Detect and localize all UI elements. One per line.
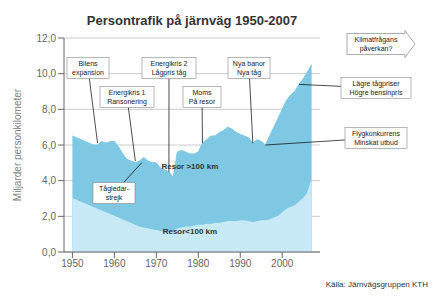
svg-text:0,0: 0,0 [42,247,56,258]
svg-text:10,0: 10,0 [37,68,57,79]
svg-text:2,0: 2,0 [42,211,56,222]
svg-text:4,0: 4,0 [42,175,56,186]
svg-text:1970: 1970 [145,258,168,269]
svg-text:Källa: Järnvägsgruppen KTH: Källa: Järnvägsgruppen KTH [326,280,429,289]
svg-text:12,0: 12,0 [37,33,57,44]
svg-text:Tågledar-strejk: Tågledar-strejk [99,185,130,202]
svg-text:MomsPå resor: MomsPå resor [189,89,216,105]
svg-text:1960: 1960 [103,258,126,269]
svg-text:Resor >100 km: Resor >100 km [162,162,219,171]
svg-text:Persontrafik på järnväg 1950-2: Persontrafik på järnväg 1950-2007 [87,13,297,28]
svg-text:2000: 2000 [271,258,294,269]
svg-text:Resor<100 km: Resor<100 km [163,227,217,236]
svg-text:Energikris 2Lågpris tåg: Energikris 2Lågpris tåg [151,60,188,77]
svg-text:1980: 1980 [187,258,210,269]
svg-text:8,0: 8,0 [42,104,56,115]
svg-text:Nya banorNya tåg: Nya banorNya tåg [233,60,266,77]
svg-text:Bilensexpansion: Bilensexpansion [72,60,104,77]
svg-text:FlygkonkurrensMinskat utbud: FlygkonkurrensMinskat utbud [352,130,400,146]
svg-text:Klimatfråganspåverkan?: Klimatfråganspåverkan? [355,36,398,53]
svg-text:Energikris 1Ransonering: Energikris 1Ransonering [107,89,147,106]
svg-text:Lägre tågpriserHögre bensinpri: Lägre tågpriserHögre bensinpris [350,80,403,97]
svg-text:6,0: 6,0 [42,140,56,151]
svg-text:Miljarder personkilometer: Miljarder personkilometer [12,88,23,201]
svg-text:1950: 1950 [61,258,84,269]
svg-text:1990: 1990 [229,258,252,269]
